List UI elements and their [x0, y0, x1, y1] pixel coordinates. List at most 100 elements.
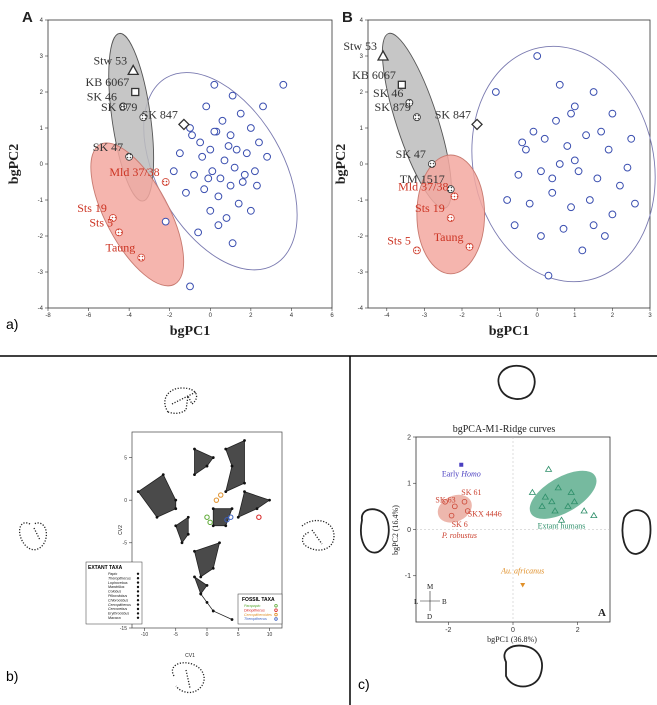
human-point: [242, 149, 251, 158]
human-point: [238, 178, 247, 186]
x-tick-label: -5: [174, 632, 179, 638]
extant-legend-item: Chlorocebus: [108, 598, 128, 602]
outline-shape-left-icon: [360, 508, 390, 554]
early-homo-point: [459, 462, 464, 467]
human-point: [228, 91, 237, 100]
extant-point: [161, 473, 165, 477]
fossil-point: [405, 98, 414, 107]
fossil-point-label: KB 6067: [86, 75, 130, 89]
human-point: [202, 102, 211, 111]
extant-point: [186, 532, 190, 536]
x-tick-label: 0: [209, 313, 213, 319]
y-tick-label: 1: [360, 126, 364, 132]
fossil-point-label: Stw 53: [343, 39, 377, 53]
taxon-hull: [194, 448, 214, 476]
human-point: [186, 124, 194, 132]
extant-legend-marker: [136, 585, 140, 589]
y-tick-label: 4: [40, 18, 44, 24]
extant-legend-marker: [136, 612, 140, 615]
x-tick-label: 1: [573, 313, 577, 319]
y-tick-label: 3: [360, 54, 364, 60]
human-point: [627, 134, 636, 143]
fossil-legend-item: Parapapio: [244, 604, 260, 608]
human-point: [537, 232, 545, 240]
human-point: [541, 493, 550, 500]
human-point: [582, 131, 590, 140]
africanus-label: Au. africanus: [500, 566, 544, 575]
extant-point: [186, 515, 190, 519]
extant-point: [224, 447, 228, 451]
fossil-point-label: SK 879: [375, 100, 411, 114]
panel-ridge-chart: bgPCA-M1-Ridge curves Early Homo P. robus…: [360, 364, 652, 688]
fossil-point-label: Sts 5: [387, 233, 411, 247]
x-tick-label: -2: [459, 313, 465, 319]
human-point: [251, 167, 259, 176]
human-point: [210, 127, 219, 136]
x-tick-label: 0: [536, 313, 540, 319]
fossil-point-label: Stw 53: [94, 53, 128, 67]
taxon-hull: [212, 508, 233, 527]
human-point: [514, 170, 523, 179]
extant-point: [230, 464, 234, 468]
human-point: [196, 138, 205, 147]
ridge-curve-bottom-icon: [171, 662, 205, 694]
y-tick-label: -4: [358, 306, 364, 312]
human-point: [218, 116, 227, 125]
y-tick-label: -5: [123, 541, 128, 547]
panel-label-b: b): [6, 668, 19, 684]
extant-point: [243, 490, 246, 494]
human-point: [600, 232, 609, 240]
x-tick-label: -3: [422, 313, 428, 319]
fossil-point: [207, 519, 213, 526]
extant-point: [218, 541, 221, 545]
human-point: [559, 224, 568, 233]
orientation-m: M: [427, 583, 434, 591]
taxon-hull: [194, 542, 221, 578]
human-point: [604, 145, 613, 154]
extant-point: [155, 515, 159, 519]
human-point: [567, 203, 575, 212]
extant-point: [211, 566, 215, 570]
human-point: [540, 134, 549, 143]
extant-legend-marker: [136, 581, 140, 584]
panel-ridge-xlabel: bgPC1 (36.8%): [487, 635, 537, 644]
human-point: [206, 145, 215, 154]
panel-label-c: c): [358, 676, 370, 692]
fossil-point: [224, 517, 230, 523]
panel-a-ylabel: bgPC2: [7, 144, 22, 184]
x-tick-label: 3: [648, 313, 652, 319]
human-point: [220, 156, 229, 165]
human-point: [214, 221, 223, 230]
specimen-label: SK 6: [452, 520, 468, 529]
extant-legend-marker: [136, 603, 140, 606]
extant-legend-item: Papio: [108, 572, 117, 576]
human-point: [186, 282, 194, 291]
fossil-point: [213, 497, 220, 503]
x-tick-label: -6: [86, 313, 92, 319]
y-tick-label: 2: [40, 90, 44, 96]
robustus-point: [448, 512, 455, 519]
fossil-point: [139, 113, 148, 122]
y-tick-label: 0: [360, 162, 364, 168]
y-tick-label: -3: [38, 270, 44, 276]
human-point: [224, 142, 233, 150]
fossil-legend-marker: [274, 604, 278, 608]
extant-point: [180, 541, 184, 545]
human-point: [230, 163, 239, 172]
extant-point: [224, 490, 228, 494]
extant-point: [255, 507, 259, 511]
x-tick-label: 6: [330, 313, 334, 319]
extant-legend-marker: [136, 599, 140, 602]
human-point: [578, 246, 587, 255]
panel-a-xlabel: bgPC1: [170, 324, 210, 339]
human-point: [200, 185, 209, 194]
fossil-point: [127, 64, 140, 76]
extant-point: [243, 439, 246, 442]
x-tick-label: -4: [126, 313, 132, 319]
robustus-point: [451, 503, 458, 510]
taxon-chain: [200, 593, 233, 620]
human-point: [570, 102, 579, 111]
fossil-legend-marker: [274, 608, 278, 612]
